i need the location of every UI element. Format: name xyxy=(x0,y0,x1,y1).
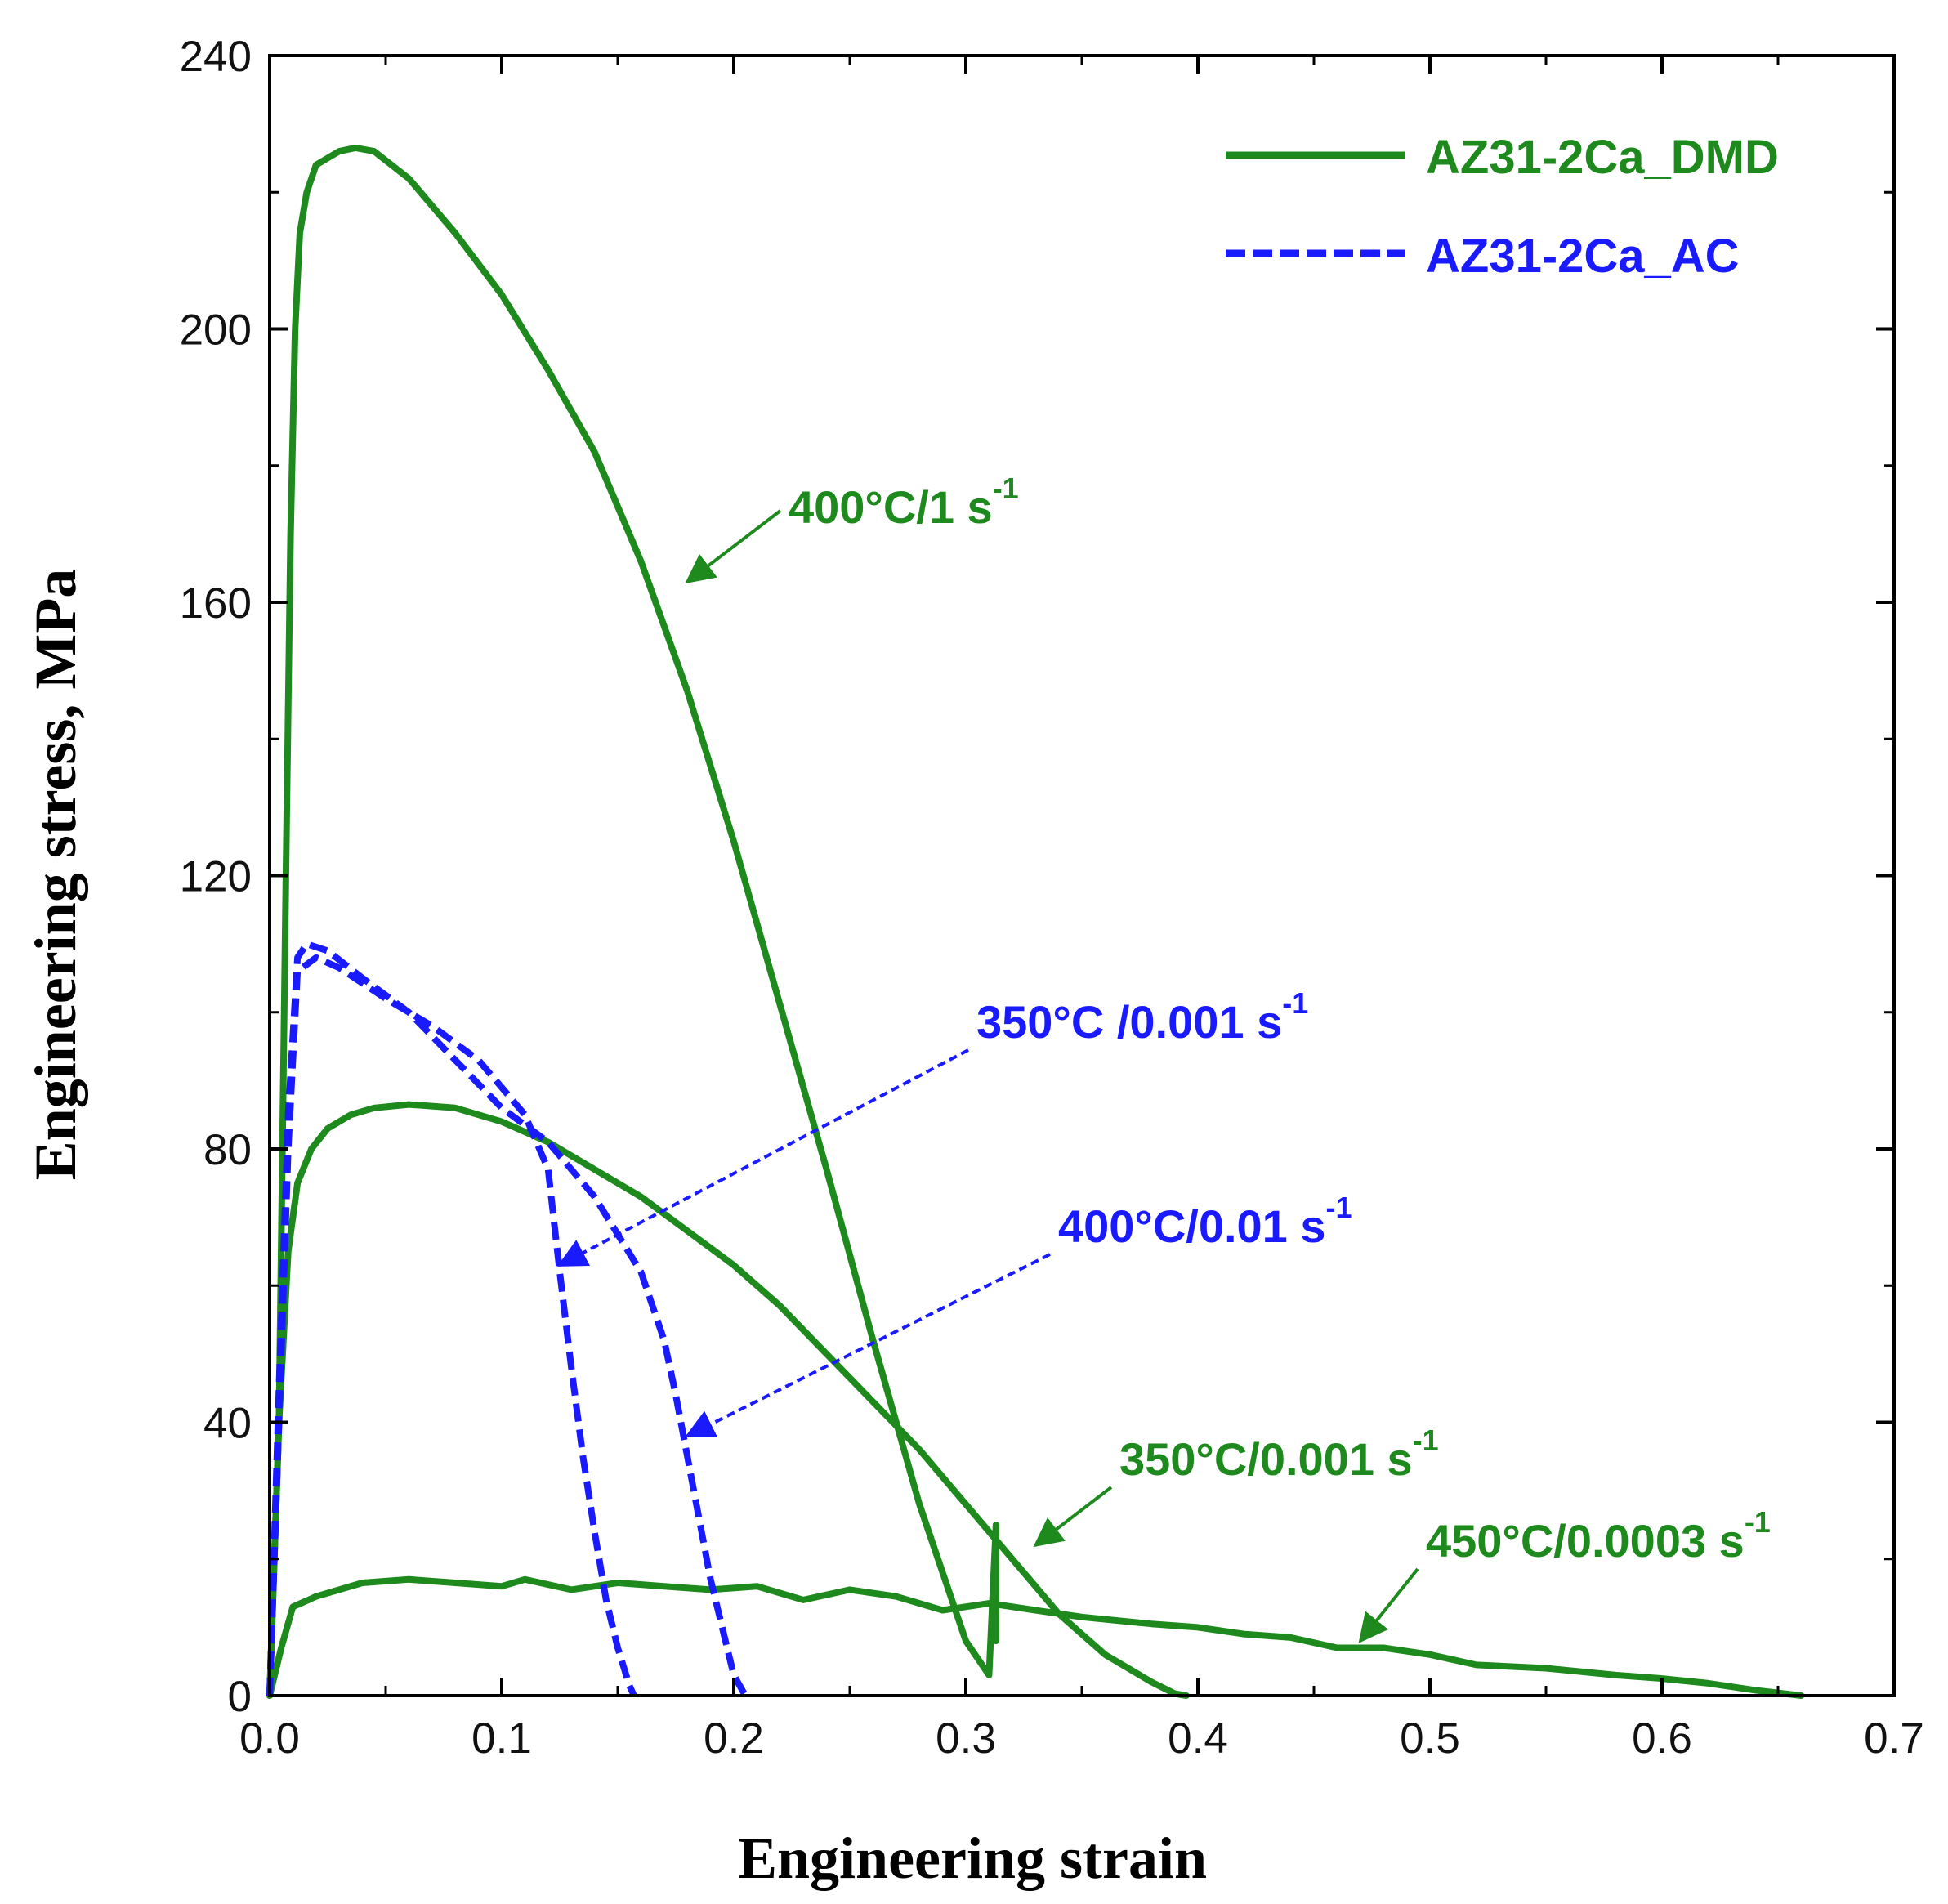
x-axis-title: Engineering strain xyxy=(738,1826,1207,1891)
annotation-label: 350°C /0.001 s-1 xyxy=(976,986,1308,1048)
x-tick-label: 0.0 xyxy=(239,1714,300,1763)
plot-frame xyxy=(268,54,1896,1697)
x-tick-label: 0.1 xyxy=(471,1714,532,1763)
annotation-layer: 400°C/1 s-1 350°C /0.001 s-1 400°C/0.01 s-… xyxy=(556,472,1771,1643)
x-tick-label: 0.4 xyxy=(1168,1714,1228,1763)
annotation-arrow xyxy=(684,1253,1051,1438)
y-tick-label: 120 xyxy=(180,853,252,901)
annotation-label: 450°C/0.0003 s-1 xyxy=(1426,1505,1771,1567)
y-tick-label: 160 xyxy=(180,579,252,628)
y-axis-title: Engineering stress, MPa xyxy=(23,569,88,1181)
series-layer xyxy=(266,144,1805,1699)
x-tick-label: 0.2 xyxy=(704,1714,764,1763)
series-line-5 xyxy=(266,941,748,1697)
annotation-arrow xyxy=(556,1048,969,1267)
series-line-1 xyxy=(266,144,999,1699)
annotation-arrow xyxy=(685,509,782,584)
annotation-label: 400°C/1 s-1 xyxy=(789,472,1019,533)
y-tick-label: 200 xyxy=(180,306,252,355)
annotation-label: 400°C/0.01 s-1 xyxy=(1058,1191,1352,1252)
legend-label-ac: AZ31-2Ca_AC xyxy=(1426,230,1740,283)
x-tick-label: 0.6 xyxy=(1632,1714,1692,1763)
x-tick-label: 0.7 xyxy=(1864,1714,1924,1763)
y-tick-label: 240 xyxy=(180,33,252,81)
series-line-2 xyxy=(266,1101,1190,1699)
series-line-3 xyxy=(266,1575,1805,1699)
legend: AZ31-2Ca_DMD AZ31-2Ca_AC xyxy=(1226,131,1779,283)
annotation-arrow xyxy=(1358,1567,1419,1643)
annotation-label: 350°C/0.001 s-1 xyxy=(1119,1424,1439,1485)
y-tick-label: 40 xyxy=(203,1400,252,1448)
x-tick-label: 0.5 xyxy=(1400,1714,1460,1763)
x-tick-label: 0.3 xyxy=(936,1714,996,1763)
axes-layer: 0.0 0.1 0.2 0.3 0.4 0.5 0.6 0.7 0 40 80 120 160 200 24… xyxy=(180,33,1924,1763)
y-tick-label: 0 xyxy=(228,1673,252,1721)
annotation-arrow xyxy=(1033,1486,1113,1548)
series-line-4 xyxy=(266,954,637,1697)
y-tick-label: 80 xyxy=(203,1126,252,1174)
legend-label-dmd: AZ31-2Ca_DMD xyxy=(1426,131,1779,184)
